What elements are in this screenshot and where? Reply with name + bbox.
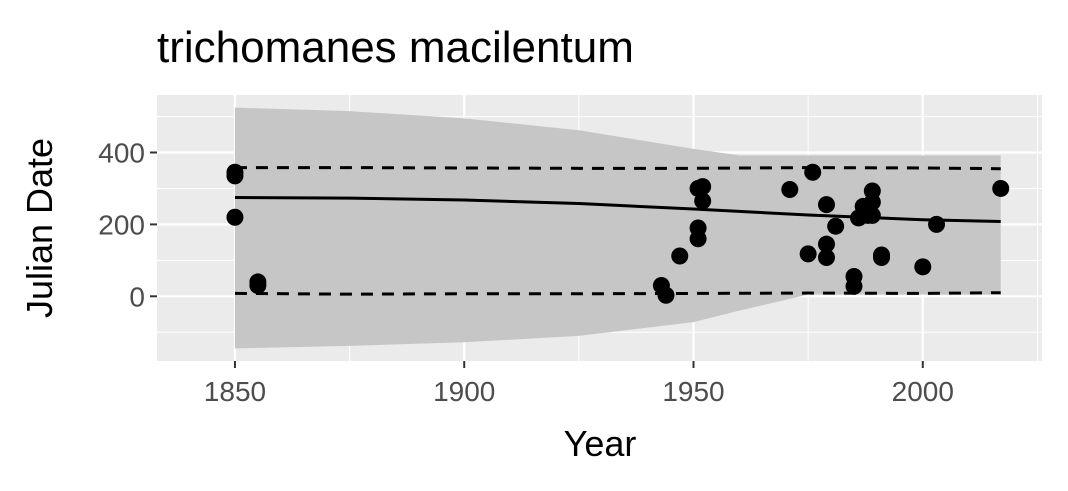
lower-dashed-line (234, 291, 1001, 296)
x-tick-label: 1950 (662, 376, 724, 407)
y-tick-label: 400 (98, 138, 145, 169)
data-point (845, 277, 863, 295)
data-point (873, 248, 891, 266)
chart-title: trichomanes macilentum (157, 23, 634, 72)
data-point (914, 258, 932, 276)
data-point (863, 206, 881, 224)
upper-dashed-line (234, 166, 1001, 171)
data-point (827, 217, 845, 235)
x-axis-ticks: 1850 1900 1950 2000 (204, 361, 954, 407)
data-point (694, 192, 712, 210)
x-tick-label: 2000 (892, 376, 954, 407)
data-point (226, 167, 244, 185)
data-point (817, 248, 835, 266)
data-point (249, 277, 267, 295)
data-point (817, 196, 835, 214)
data-point (799, 245, 817, 263)
data-point (657, 286, 675, 304)
data-point (928, 215, 946, 233)
data-point (671, 247, 689, 265)
x-tick-label: 1850 (204, 376, 266, 407)
data-point (689, 230, 707, 248)
data-point (992, 179, 1010, 197)
data-point (694, 178, 712, 196)
data-points (226, 163, 1010, 304)
data-point (817, 235, 835, 253)
x-tick-label: 1900 (433, 376, 495, 407)
fit-line (234, 195, 1001, 224)
x-axis-title: Year (564, 423, 637, 464)
data-point (781, 181, 799, 199)
y-axis-title: Julian Date (19, 138, 60, 318)
y-tick-label: 0 (129, 281, 145, 312)
y-axis-ticks: 0 200 400 (98, 138, 157, 312)
data-point (804, 163, 822, 181)
y-tick-label: 200 (98, 209, 145, 240)
data-point (226, 208, 244, 226)
data-point (863, 193, 881, 211)
